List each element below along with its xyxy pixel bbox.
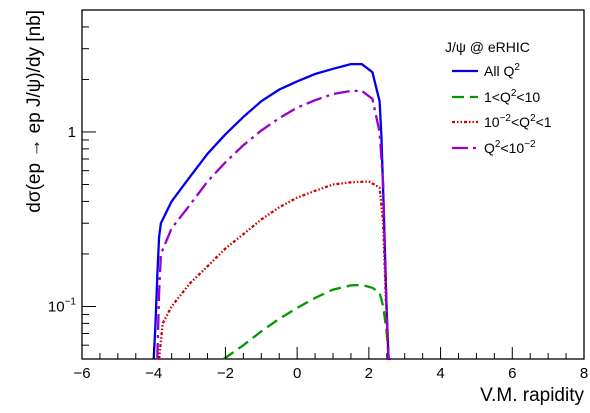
x-tick-label: −4 [145, 365, 162, 382]
axis-ticks [81, 9, 585, 360]
y-axis-title: dσ(ep → ep J/ψ)/dy [nb] [24, 10, 45, 213]
x-tick-label: −2 [217, 365, 234, 382]
x-tick-label: 2 [365, 365, 373, 382]
y-tick-label: 10−1 [48, 296, 77, 315]
series-line-0 [152, 62, 391, 361]
series-line-2 [157, 180, 390, 360]
series-lines [152, 62, 391, 361]
legend-label-2: 10−2<Q2<1 [484, 113, 552, 130]
y-tick-label: 1 [68, 124, 76, 141]
x-tick-label: 4 [436, 365, 444, 382]
legend-header: J/ψ @ eRHIC [445, 39, 530, 55]
x-tick-label: 0 [293, 365, 301, 382]
x-tick-label: −6 [73, 365, 90, 382]
x-tick-label: 6 [508, 365, 516, 382]
series-line-1 [222, 283, 390, 360]
legend-label-1: 1<Q2<10 [484, 88, 540, 105]
x-axis-title: V.M. rapidity [480, 385, 584, 406]
x-tick-label: 8 [580, 365, 588, 382]
series-line-3 [156, 89, 390, 360]
axis-labels: −6 −4 −2 0 2 4 6 8 10−1 1 V.M. rapidity dσ(ep → ep … [24, 10, 588, 406]
legend: J/ψ @ eRHIC All Q2 1<Q2<10 10−2<Q2<1 Q2<10−2 [445, 39, 552, 156]
legend-label-0: All Q2 [484, 62, 520, 79]
legend-label-3: Q2<10−2 [484, 139, 536, 156]
